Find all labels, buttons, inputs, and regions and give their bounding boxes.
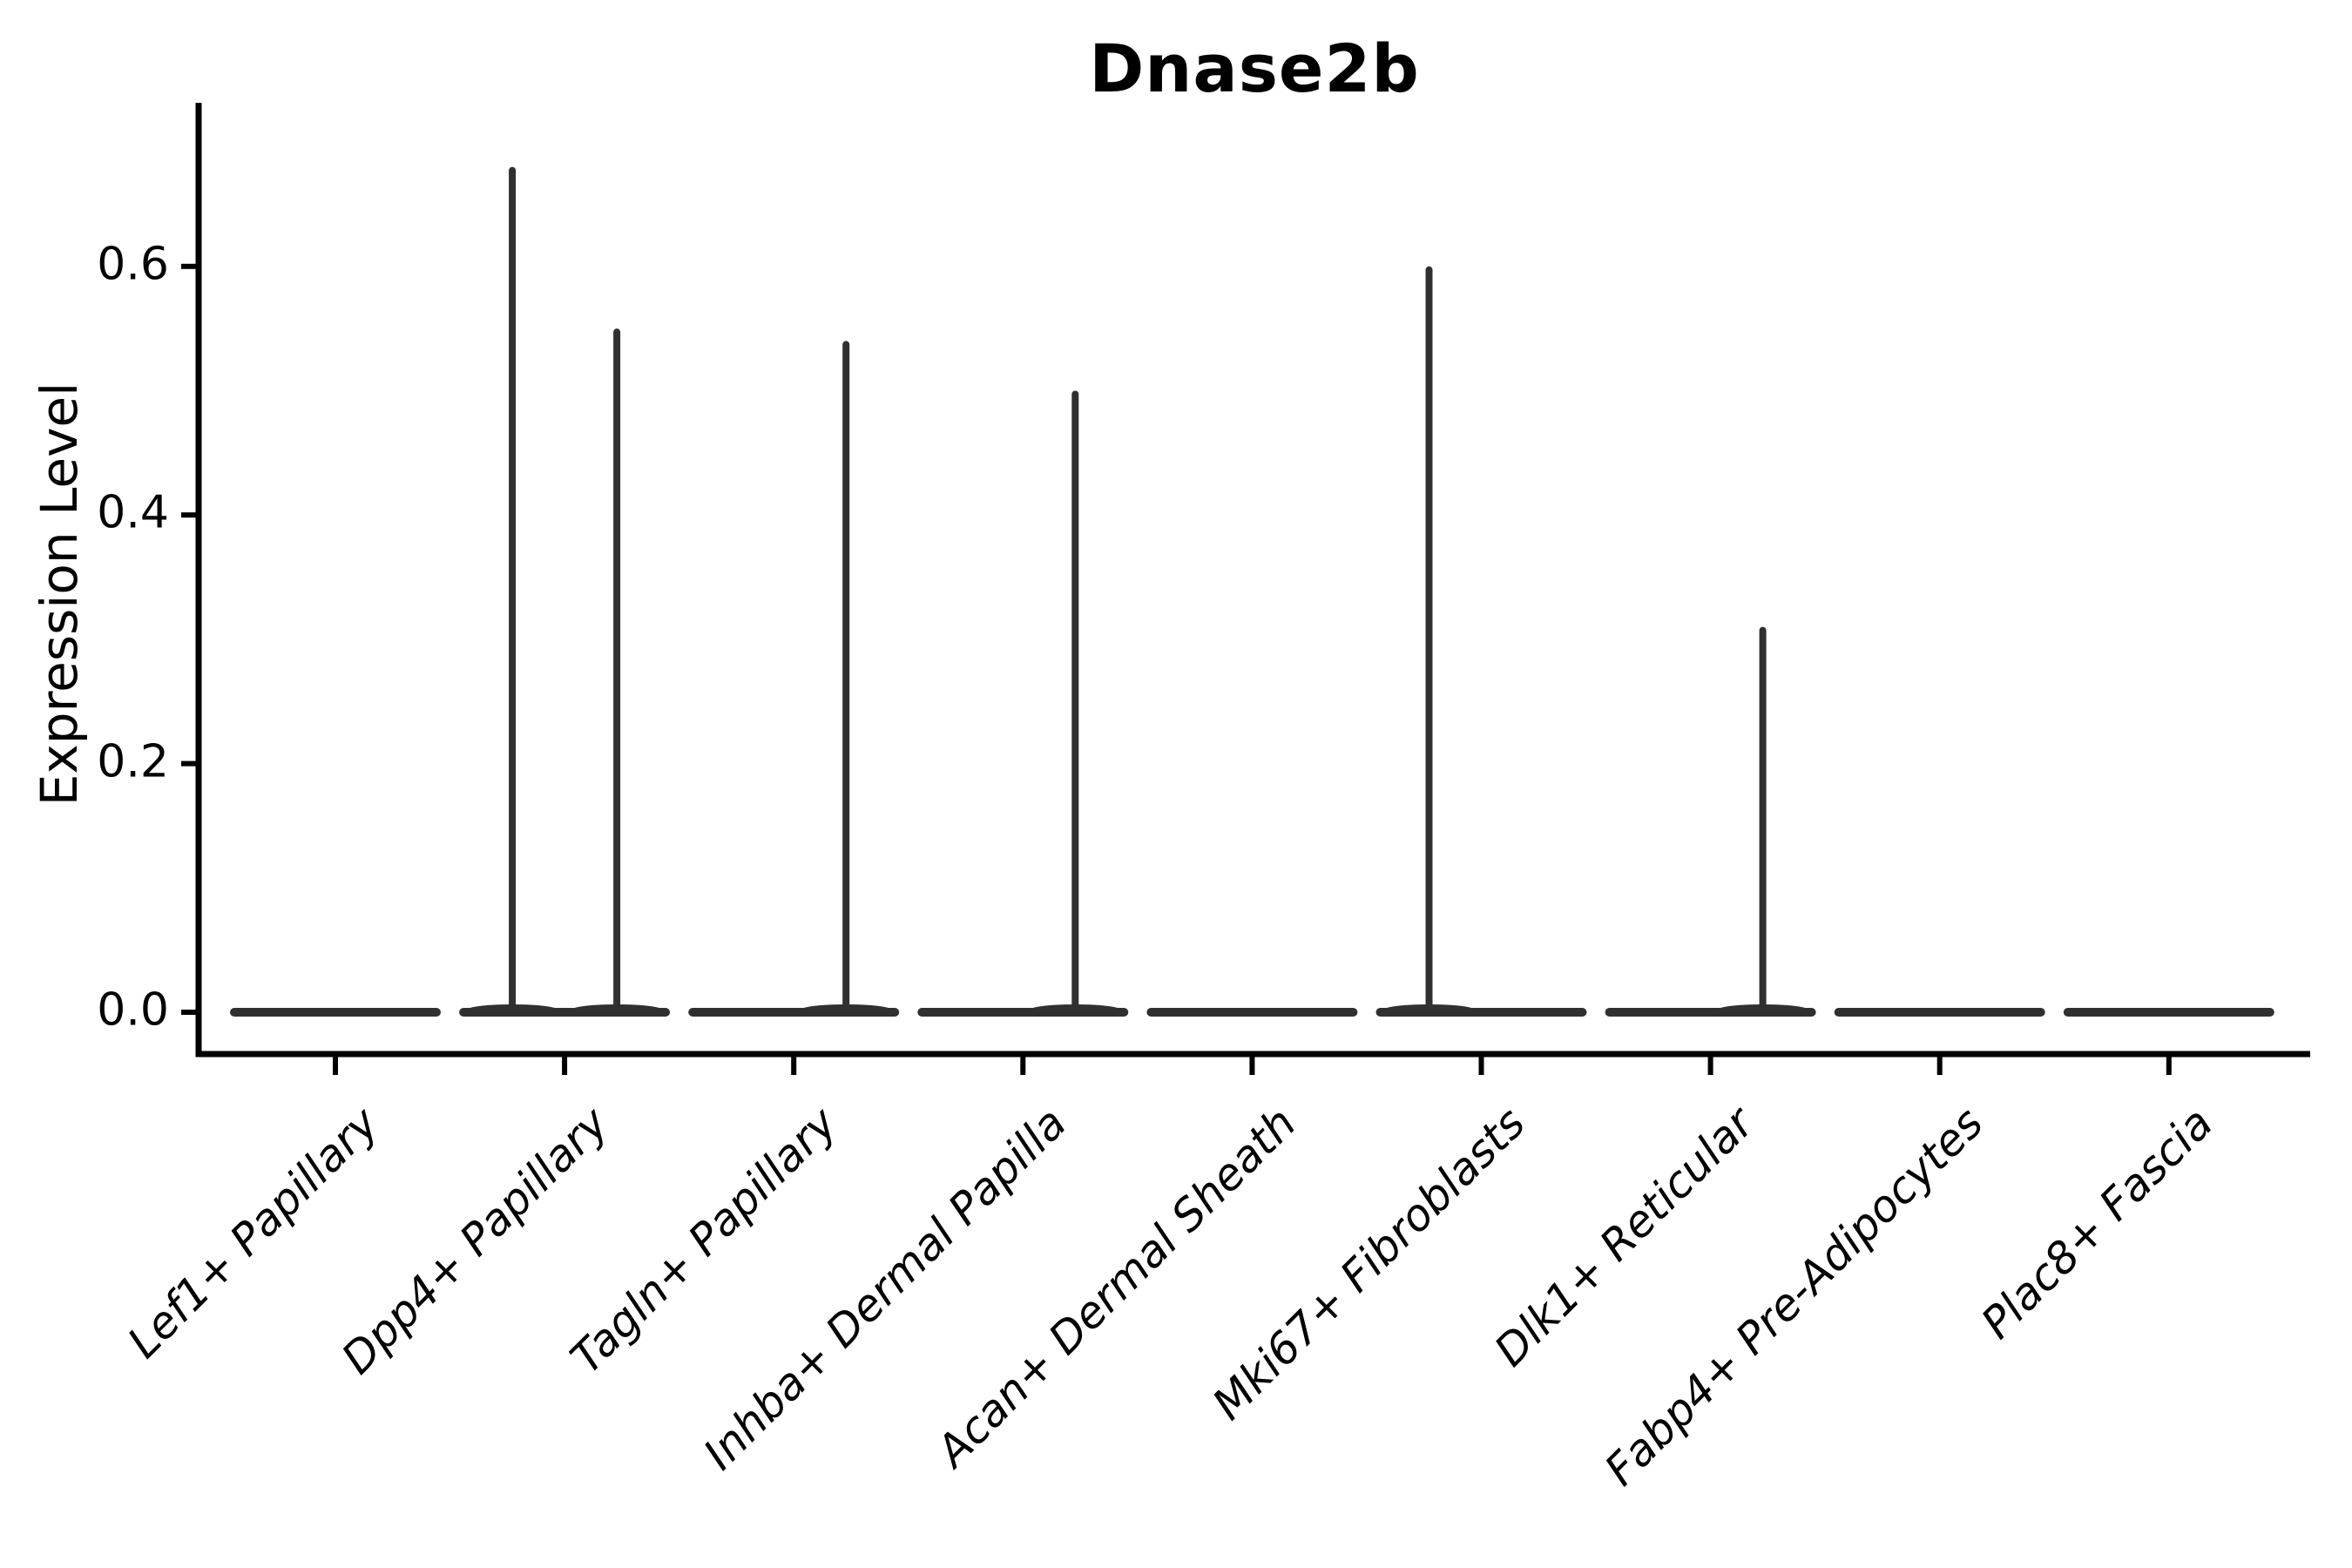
violin-spike-right bbox=[842, 341, 850, 1012]
ytick-label-1: 0.2 bbox=[97, 735, 169, 788]
violin-spike-right bbox=[1759, 626, 1767, 1012]
y-tick bbox=[181, 760, 199, 767]
x-tick bbox=[791, 1054, 797, 1075]
violin-body bbox=[1146, 1008, 1358, 1017]
x-tick bbox=[2166, 1054, 2172, 1075]
violin-body bbox=[1834, 1008, 2045, 1017]
x-tick bbox=[562, 1054, 568, 1075]
violin-spike-left bbox=[1425, 266, 1433, 1012]
ytick-label-0: 0.0 bbox=[97, 983, 169, 1037]
y-tick bbox=[181, 1010, 199, 1015]
violins-layer bbox=[230, 166, 2274, 1017]
violin-spike-right bbox=[613, 328, 621, 1012]
ytick-label-2: 0.4 bbox=[97, 486, 169, 539]
violin-body bbox=[2063, 1008, 2274, 1017]
x-tick bbox=[1478, 1054, 1484, 1075]
chart-title: Dnase2b bbox=[1089, 30, 1420, 107]
x-tick bbox=[333, 1054, 338, 1075]
x-tick bbox=[1020, 1054, 1026, 1075]
x-tick bbox=[1707, 1054, 1713, 1075]
violin-spike-left bbox=[509, 166, 517, 1012]
y-tick bbox=[181, 263, 199, 269]
violin-body bbox=[230, 1008, 441, 1017]
y-tick bbox=[181, 512, 199, 518]
x-tick bbox=[1249, 1054, 1255, 1075]
x-tick bbox=[1936, 1054, 1943, 1075]
violin-spike-right bbox=[1071, 390, 1079, 1012]
axes-layer bbox=[181, 103, 2310, 1075]
ytick-label-3: 0.6 bbox=[97, 238, 169, 291]
y-axis-spine bbox=[195, 103, 202, 1058]
